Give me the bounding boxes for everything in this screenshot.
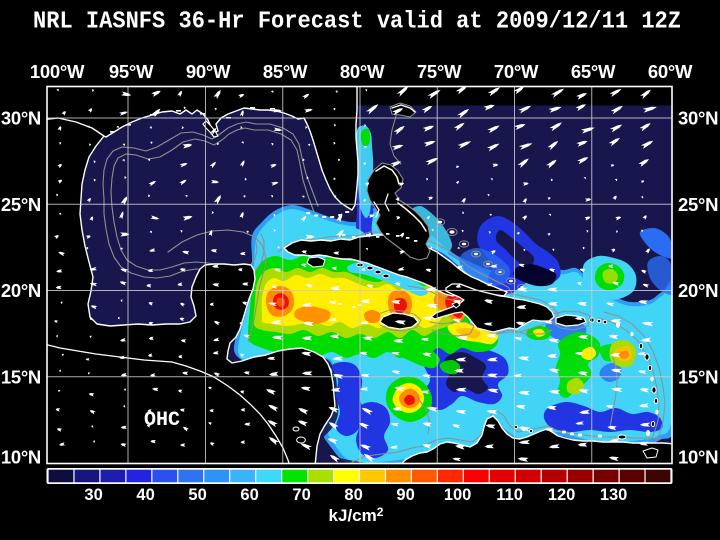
svg-text:100°W: 100°W xyxy=(30,61,85,82)
svg-text:30: 30 xyxy=(84,486,102,504)
svg-text:85°W: 85°W xyxy=(263,61,308,82)
svg-text:60: 60 xyxy=(240,486,258,504)
svg-text:20°N: 20°N xyxy=(1,280,41,301)
svg-text:25°N: 25°N xyxy=(1,194,41,215)
svg-text:60°W: 60°W xyxy=(648,61,693,82)
svg-text:30°N: 30°N xyxy=(678,108,718,129)
svg-text:70: 70 xyxy=(292,486,310,504)
svg-text:15°N: 15°N xyxy=(1,366,41,387)
svg-text:OHC: OHC xyxy=(144,409,180,432)
svg-text:65°W: 65°W xyxy=(571,61,616,82)
svg-text:120: 120 xyxy=(548,486,576,504)
svg-text:40: 40 xyxy=(136,486,154,504)
svg-text:15°N: 15°N xyxy=(678,366,718,387)
svg-text:70°W: 70°W xyxy=(494,61,539,82)
svg-text:80°W: 80°W xyxy=(340,61,385,82)
svg-text:kJ/cm2: kJ/cm2 xyxy=(329,505,384,525)
svg-text:110: 110 xyxy=(496,486,523,504)
svg-text:50: 50 xyxy=(188,486,206,504)
svg-text:95°W: 95°W xyxy=(109,61,154,82)
svg-text:25°N: 25°N xyxy=(678,194,718,215)
svg-text:10°N: 10°N xyxy=(678,447,718,468)
svg-text:80: 80 xyxy=(344,486,362,504)
svg-text:100: 100 xyxy=(444,486,472,504)
svg-text:90: 90 xyxy=(396,486,414,504)
svg-text:130: 130 xyxy=(600,486,628,504)
svg-text:75°W: 75°W xyxy=(417,61,462,82)
svg-text:90°W: 90°W xyxy=(186,61,231,82)
svg-text:20°N: 20°N xyxy=(678,280,718,301)
svg-text:10°N: 10°N xyxy=(1,447,41,468)
svg-text:NRL IASNFS 36-Hr Forecast val: NRL IASNFS 36-Hr Forecast valid at 2009/… xyxy=(33,9,681,36)
svg-text:30°N: 30°N xyxy=(1,108,41,129)
